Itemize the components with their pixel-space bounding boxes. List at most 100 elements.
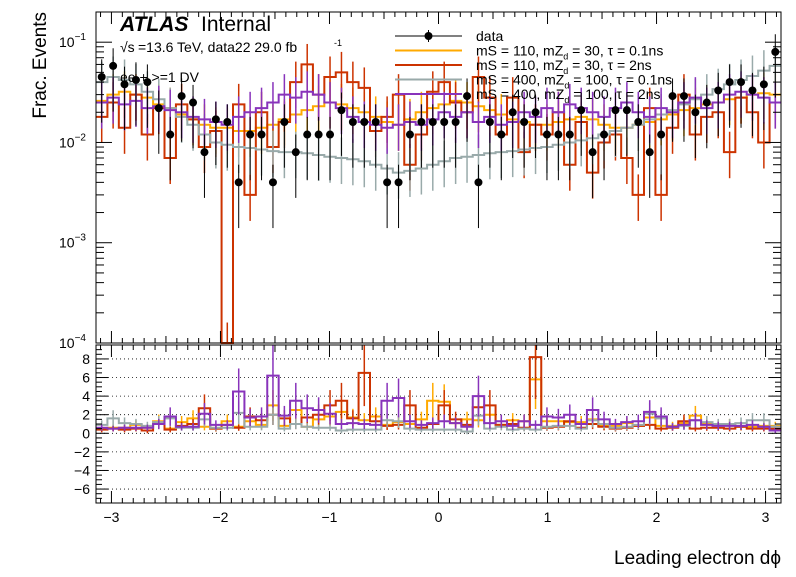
data-point	[189, 98, 198, 107]
data-point	[234, 178, 243, 187]
x-axis-label: Leading electron dϕ	[614, 548, 781, 569]
ratio-y-tick-label: 2	[82, 407, 90, 423]
data-point	[542, 130, 551, 139]
top-y-tick-label: 10−1	[59, 32, 86, 50]
data-point	[337, 106, 346, 115]
data-point	[634, 117, 643, 126]
data-point	[326, 130, 335, 139]
data-point	[691, 108, 700, 117]
data-point	[280, 117, 289, 126]
data-point	[497, 130, 506, 139]
top-panel-frame	[95, 11, 782, 344]
data-point	[463, 92, 472, 101]
data-point	[154, 104, 163, 113]
data-point	[451, 117, 460, 126]
ratio-y-tick-label: 0	[82, 425, 90, 441]
atlas-label-main: ATLAS	[119, 13, 188, 36]
data-point	[314, 130, 323, 139]
data-point	[657, 130, 666, 139]
x-tick-label: 2	[653, 509, 661, 525]
data-point	[109, 61, 118, 70]
atlas-label: ATLAS Internal	[119, 13, 271, 36]
ratio-panel-histograms	[96, 345, 781, 435]
data-point	[748, 86, 757, 95]
data-point	[211, 115, 220, 124]
x-tick-label: 1	[544, 509, 552, 525]
data-point	[645, 148, 654, 157]
data-point	[588, 148, 597, 157]
top-y-tick-label: 10−4	[59, 333, 86, 351]
data-point	[303, 130, 312, 139]
top-y-tick-label: 10−2	[59, 132, 86, 150]
data-point	[759, 80, 768, 89]
x-tick-label: 3	[762, 509, 770, 525]
data-point	[485, 117, 494, 126]
selection-label: ee + >=1 DV	[120, 69, 200, 85]
axis-tick-labels: −3 −2 −1 0 1 2 3 10−4 10−3 10−2 10−1 −6 −4 −2 0 2 4 6 8	[59, 32, 770, 525]
energy-label-exponent: -1	[334, 38, 342, 48]
y-axis-label: Frac. Events	[30, 12, 51, 119]
data-point	[679, 92, 688, 101]
atlas-label-internal: Internal	[201, 13, 271, 36]
legend-label: mS = 400, mZd = 100, τ = 0.1ns	[476, 72, 672, 91]
data-point	[383, 178, 392, 187]
legend-label: mS = 400, mZd = 100, τ = 2ns	[476, 86, 660, 105]
legend-entry-1: mS = 110, mZd = 30, τ = 0.1ns	[395, 43, 663, 62]
data-point	[166, 130, 175, 139]
data-point	[702, 98, 711, 107]
data-point	[131, 75, 140, 84]
data-point	[428, 117, 437, 126]
legend-entry-2: mS = 110, mZd = 30, τ = 2ns	[395, 57, 652, 76]
data-point	[177, 92, 186, 101]
top-panel-histograms	[96, 43, 781, 344]
legend-label: data	[476, 28, 503, 44]
data-point	[223, 117, 232, 126]
data-point	[143, 78, 152, 87]
legend-marker	[424, 32, 433, 40]
data-point	[348, 117, 357, 126]
data-point	[474, 178, 483, 187]
data-point	[291, 148, 300, 157]
data-point	[257, 130, 266, 139]
legend-label: mS = 110, mZd = 30, τ = 2ns	[476, 57, 652, 76]
data-point	[405, 130, 414, 139]
data-point	[508, 108, 517, 117]
data-point	[622, 106, 631, 115]
data-point	[268, 178, 277, 187]
data-point	[668, 92, 677, 101]
x-tick-label: −2	[212, 509, 228, 525]
energy-sqrt-s: √s	[120, 39, 135, 55]
data-point	[440, 117, 449, 126]
data-point	[577, 106, 586, 115]
legend-entry-0: data	[395, 28, 503, 44]
x-tick-label: −3	[103, 509, 119, 525]
top-series-line-3	[96, 90, 781, 129]
ratio-y-tick-label: 4	[82, 388, 90, 404]
x-tick-label: 0	[435, 509, 443, 525]
data-point	[554, 130, 563, 139]
data-point	[725, 78, 734, 87]
data-point	[97, 72, 106, 81]
ratio-y-tick-label: −6	[74, 481, 90, 497]
ratio-y-tick-label: −2	[74, 444, 90, 460]
data-point	[200, 148, 209, 157]
top-panel-data-points	[97, 34, 780, 229]
ratio-y-tick-label: 8	[82, 351, 90, 367]
ratio-y-tick-label: 6	[82, 370, 90, 386]
legend-label: mS = 110, mZd = 30, τ = 0.1ns	[476, 43, 663, 62]
legend-entry-4: mS = 400, mZd = 100, τ = 2ns	[395, 86, 660, 105]
data-point	[714, 86, 723, 95]
data-point	[600, 130, 609, 139]
data-point	[417, 117, 426, 126]
energy-label: √s =13.6 TeV, data22 29.0 fb -1	[120, 38, 342, 55]
data-point	[120, 80, 129, 89]
x-tick-label: −1	[321, 509, 337, 525]
data-point	[360, 117, 369, 126]
energy-label-text: =13.6 TeV, data22 29.0 fb	[138, 39, 297, 55]
data-point	[737, 78, 746, 87]
legend-entry-3: mS = 400, mZd = 100, τ = 0.1ns	[395, 72, 672, 91]
ratio-y-tick-label: −4	[74, 462, 90, 478]
